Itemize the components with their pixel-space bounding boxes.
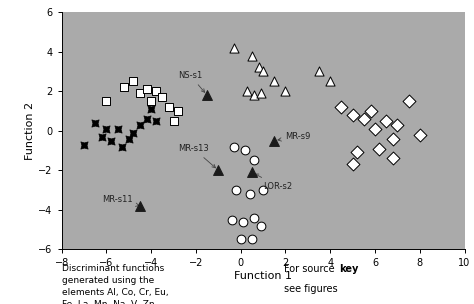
- Point: [230, 144, 238, 149]
- Point: [136, 203, 144, 208]
- Point: [393, 123, 401, 127]
- Point: [349, 162, 356, 167]
- Point: [389, 136, 397, 141]
- Point: [248, 237, 255, 242]
- Point: [376, 146, 383, 151]
- Text: NS-s1: NS-s1: [178, 71, 205, 92]
- Point: [129, 79, 137, 84]
- Point: [91, 120, 99, 125]
- Point: [315, 69, 323, 74]
- Point: [405, 99, 412, 104]
- Point: [250, 93, 258, 98]
- Point: [114, 126, 121, 131]
- Point: [383, 119, 390, 123]
- Point: [250, 158, 258, 163]
- Point: [170, 119, 177, 123]
- Point: [241, 148, 249, 153]
- Point: [239, 219, 246, 224]
- Point: [136, 91, 144, 96]
- Point: [255, 65, 263, 70]
- Point: [389, 156, 397, 161]
- Text: key: key: [339, 264, 358, 275]
- Point: [353, 150, 361, 155]
- Point: [203, 93, 211, 98]
- Point: [143, 116, 150, 121]
- Y-axis label: Function 2: Function 2: [26, 102, 36, 160]
- Point: [152, 89, 159, 94]
- Point: [143, 87, 150, 92]
- Point: [282, 89, 289, 94]
- Point: [248, 53, 255, 58]
- Point: [174, 109, 182, 113]
- Point: [271, 138, 278, 143]
- Text: For source: For source: [284, 264, 338, 275]
- Point: [129, 130, 137, 135]
- Point: [349, 112, 356, 117]
- Point: [147, 107, 155, 112]
- Text: Discriminant functions
generated using the
elements Al, Co, Cr, Eu,
Fe, La, Mn, : Discriminant functions generated using t…: [62, 264, 168, 304]
- Point: [367, 109, 374, 113]
- Point: [259, 69, 267, 74]
- Point: [152, 119, 159, 123]
- Point: [371, 126, 379, 131]
- Point: [259, 188, 267, 192]
- Text: LOR-s2: LOR-s2: [255, 174, 292, 191]
- Point: [232, 188, 240, 192]
- Point: [147, 99, 155, 104]
- Point: [165, 105, 173, 109]
- Point: [80, 142, 88, 147]
- Point: [120, 85, 128, 90]
- Point: [107, 138, 115, 143]
- Point: [244, 89, 251, 94]
- Point: [118, 144, 126, 149]
- Point: [327, 79, 334, 84]
- Point: [215, 168, 222, 173]
- Point: [98, 134, 106, 139]
- Point: [230, 45, 238, 50]
- X-axis label: Function 1: Function 1: [234, 271, 292, 281]
- Point: [136, 123, 144, 127]
- Point: [271, 79, 278, 84]
- Point: [246, 192, 254, 196]
- Point: [248, 170, 255, 174]
- Point: [337, 105, 345, 109]
- Text: MR-s13: MR-s13: [178, 144, 216, 168]
- Point: [257, 91, 264, 96]
- Point: [257, 223, 264, 228]
- Point: [102, 126, 110, 131]
- Point: [102, 99, 110, 104]
- Point: [228, 217, 236, 222]
- Text: see figures: see figures: [284, 284, 338, 294]
- Point: [237, 237, 245, 242]
- Text: MR-s9: MR-s9: [278, 132, 311, 141]
- Point: [250, 215, 258, 220]
- Point: [125, 136, 133, 141]
- Point: [158, 95, 166, 100]
- Point: [416, 132, 424, 137]
- Point: [360, 116, 367, 121]
- Text: MR-s11: MR-s11: [102, 195, 139, 206]
